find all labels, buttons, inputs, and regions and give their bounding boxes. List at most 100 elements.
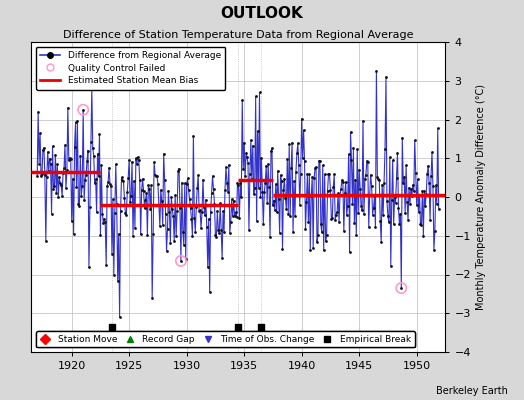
Point: [208, 190, 216, 196]
Point: [47, 161, 55, 167]
Point: [348, 200, 357, 207]
Point: [266, 234, 274, 240]
Point: [321, 238, 330, 245]
Point: [120, 195, 128, 201]
Point: [254, 128, 262, 134]
Point: [397, 285, 406, 291]
Point: [265, 184, 274, 190]
Point: [56, 180, 64, 186]
Point: [289, 229, 297, 236]
Point: [260, 189, 268, 195]
Point: [102, 262, 111, 269]
Point: [130, 178, 138, 184]
Point: [90, 152, 98, 159]
Point: [222, 164, 230, 170]
Point: [293, 150, 301, 156]
Point: [220, 229, 228, 236]
Point: [382, 74, 390, 80]
Point: [59, 170, 67, 176]
Point: [268, 145, 276, 152]
Point: [188, 233, 196, 239]
Point: [144, 182, 152, 188]
Point: [72, 184, 81, 190]
Legend: Station Move, Record Gap, Time of Obs. Change, Empirical Break: Station Move, Record Gap, Time of Obs. C…: [36, 331, 414, 348]
Point: [194, 172, 202, 178]
Point: [228, 213, 237, 220]
Point: [104, 179, 112, 186]
Point: [176, 205, 184, 212]
Point: [426, 217, 434, 223]
Point: [187, 205, 195, 211]
Point: [41, 238, 50, 244]
Point: [196, 207, 204, 214]
Point: [150, 159, 158, 165]
Point: [58, 192, 67, 199]
Point: [197, 225, 205, 231]
Point: [159, 222, 167, 228]
Point: [350, 220, 358, 226]
Point: [372, 224, 380, 231]
Point: [128, 158, 136, 165]
Point: [418, 188, 427, 194]
Point: [218, 254, 226, 261]
Point: [61, 142, 69, 148]
Point: [246, 170, 254, 177]
Point: [363, 158, 371, 164]
Point: [223, 180, 231, 186]
Point: [286, 213, 294, 219]
Point: [217, 226, 225, 233]
Point: [256, 194, 265, 200]
Point: [137, 187, 146, 194]
Point: [83, 158, 91, 164]
Point: [103, 183, 111, 189]
Point: [69, 176, 77, 182]
Point: [180, 242, 188, 248]
Point: [315, 157, 323, 164]
Point: [181, 180, 189, 186]
Point: [420, 188, 429, 194]
Point: [209, 186, 217, 192]
Point: [182, 181, 191, 187]
Point: [124, 174, 133, 181]
Point: [122, 212, 130, 218]
Point: [234, 182, 243, 188]
Point: [343, 212, 351, 218]
Point: [376, 217, 385, 224]
Point: [311, 165, 319, 171]
Point: [91, 180, 99, 186]
Point: [133, 161, 141, 167]
Point: [271, 181, 280, 187]
Point: [169, 213, 178, 220]
Point: [238, 97, 246, 103]
Point: [249, 190, 258, 197]
Text: OUTLOOK: OUTLOOK: [221, 6, 303, 21]
Point: [211, 231, 220, 238]
Point: [381, 146, 389, 152]
Point: [49, 186, 58, 192]
Point: [38, 171, 46, 177]
Point: [416, 221, 424, 227]
Point: [291, 213, 299, 219]
Point: [79, 107, 88, 113]
Point: [184, 187, 193, 193]
Point: [199, 176, 207, 183]
Point: [328, 214, 336, 221]
Point: [226, 218, 235, 225]
Point: [205, 288, 214, 295]
Point: [430, 246, 438, 253]
Point: [92, 176, 100, 182]
Point: [96, 232, 105, 238]
Point: [272, 209, 281, 216]
Point: [275, 196, 283, 202]
Point: [156, 223, 164, 229]
Point: [388, 157, 397, 163]
Point: [341, 190, 349, 196]
Point: [46, 155, 54, 162]
Point: [215, 230, 223, 236]
Point: [375, 176, 384, 183]
Point: [321, 171, 329, 178]
Point: [35, 160, 43, 167]
Point: [280, 176, 289, 182]
Point: [427, 173, 435, 180]
Point: [288, 140, 296, 146]
